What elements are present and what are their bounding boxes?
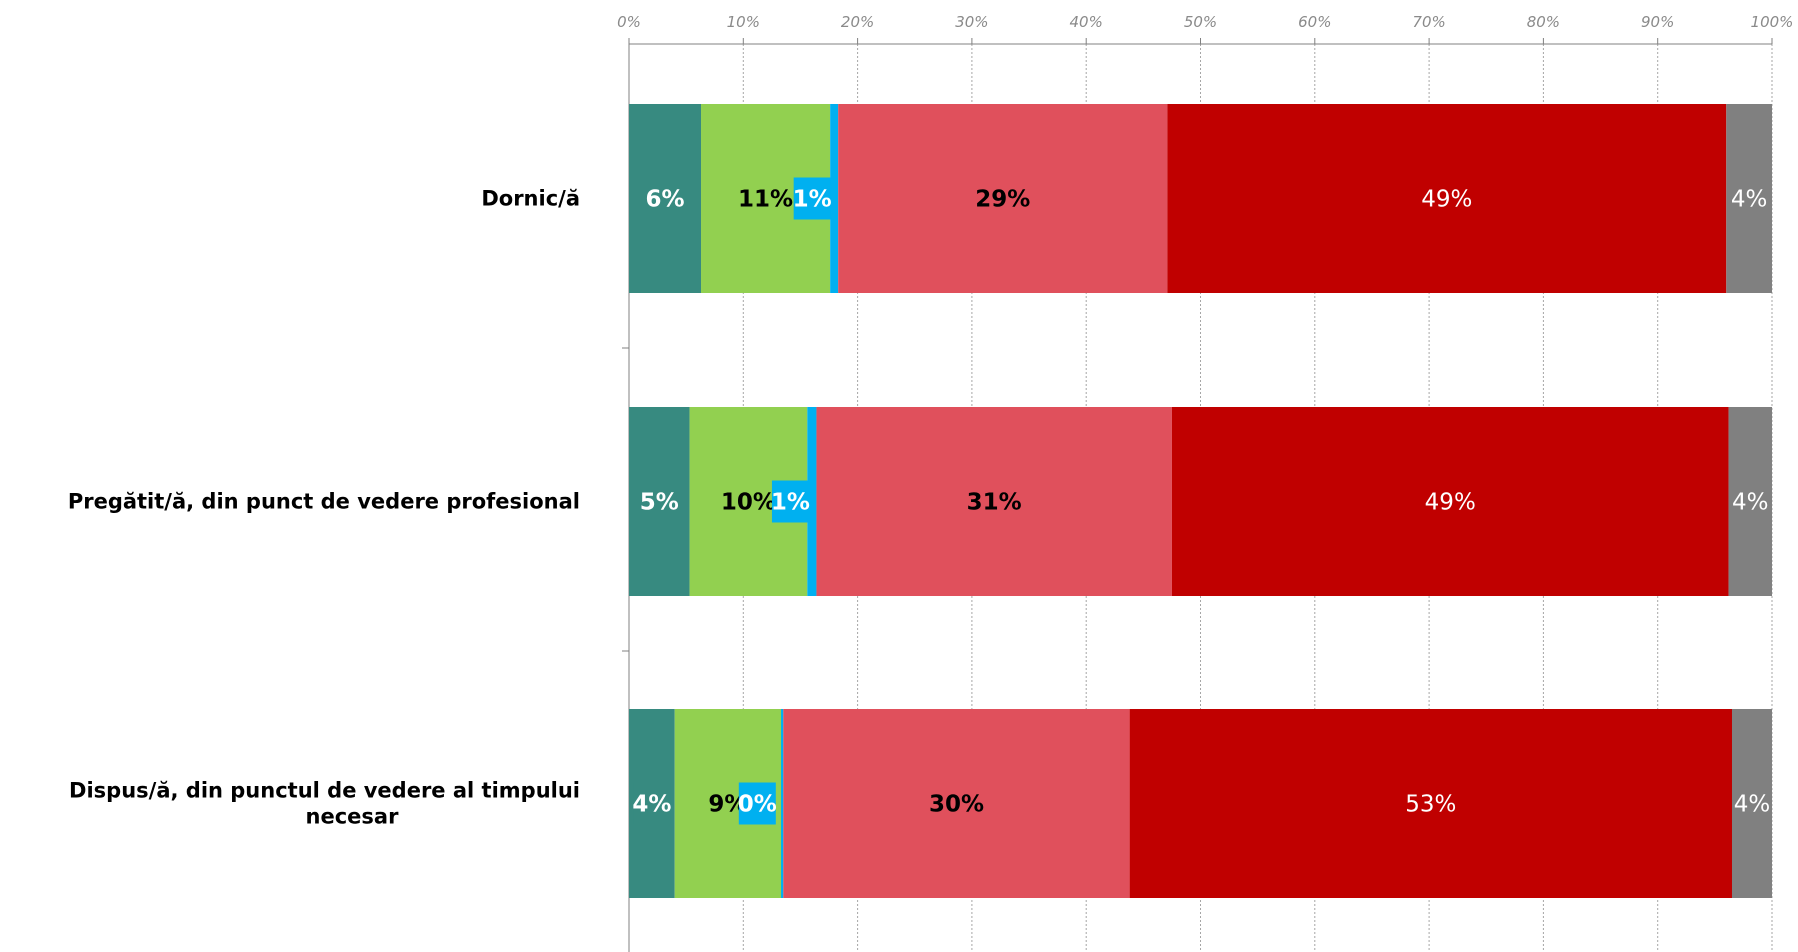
x-tick-label: 20% xyxy=(841,13,874,31)
data-label: 1% xyxy=(771,490,810,516)
data-label: 30% xyxy=(929,792,984,818)
bar-segment xyxy=(807,407,817,596)
data-label: 49% xyxy=(1421,187,1472,213)
data-label-box xyxy=(1733,782,1771,825)
data-label-box xyxy=(738,782,776,825)
data-label: 49% xyxy=(1425,490,1476,516)
bar-segment xyxy=(1129,709,1732,898)
data-label: 53% xyxy=(1405,792,1456,818)
x-tick-label: 80% xyxy=(1527,13,1560,31)
data-label: 31% xyxy=(967,490,1022,516)
x-tick-label: 30% xyxy=(955,13,988,31)
data-labels: 6% 11% 1% 29% 49% 4%5% 10%1% 31% 49% 4%4% 9%0% 30% 5… xyxy=(632,177,1771,825)
data-label: 29% xyxy=(975,187,1030,213)
data-label-box xyxy=(1731,480,1769,523)
category-label: Dornic/ă xyxy=(481,187,580,211)
data-label: 4% xyxy=(632,792,671,818)
bar-segment xyxy=(838,104,1168,293)
bar-segment xyxy=(629,407,690,596)
bar-segment xyxy=(783,709,1130,898)
data-label: 4% xyxy=(1732,490,1769,516)
data-label-box xyxy=(771,480,809,523)
data-label: 4% xyxy=(1734,792,1771,818)
category-labels: Dornic/ă Pregătit/ă, din punct de vedere … xyxy=(68,187,580,829)
category-label: necesar xyxy=(306,805,400,829)
bar-segment xyxy=(1167,104,1727,293)
data-label: 1% xyxy=(793,187,832,213)
x-tick-label: 0% xyxy=(617,13,641,31)
data-label: 0% xyxy=(738,792,777,818)
bar-segment xyxy=(781,709,784,898)
bar-segment xyxy=(816,407,1172,596)
data-label: 6% xyxy=(645,187,684,213)
data-label-box xyxy=(633,782,671,825)
bar-segment xyxy=(830,104,839,293)
x-tick-label: 40% xyxy=(1070,13,1103,31)
data-label: 4% xyxy=(1731,187,1768,213)
x-tick-label: 100% xyxy=(1751,13,1794,31)
data-label-box xyxy=(793,177,831,220)
x-tick-label: 10% xyxy=(727,13,760,31)
data-label: 10% xyxy=(721,490,776,516)
category-label: Pregătit/ă, din punct de vedere profesio… xyxy=(68,490,580,514)
x-tick-label: 50% xyxy=(1184,13,1217,31)
data-label: 5% xyxy=(640,490,679,516)
axes: 0% 10% 20% 30% 40% 50% 60% 70% 80% 90% 100% xyxy=(617,13,1793,952)
x-tick-label: 70% xyxy=(1412,13,1445,31)
bar-segment xyxy=(629,104,702,293)
x-tick-label: 90% xyxy=(1641,13,1674,31)
data-label: 11% xyxy=(738,187,793,213)
x-tick-label: 60% xyxy=(1298,13,1331,31)
category-label: Dispus/ă, din punctul de vedere al timpu… xyxy=(69,779,580,803)
data-label-box xyxy=(1730,177,1768,220)
bars xyxy=(629,104,1772,898)
bar-segment xyxy=(1171,407,1729,596)
